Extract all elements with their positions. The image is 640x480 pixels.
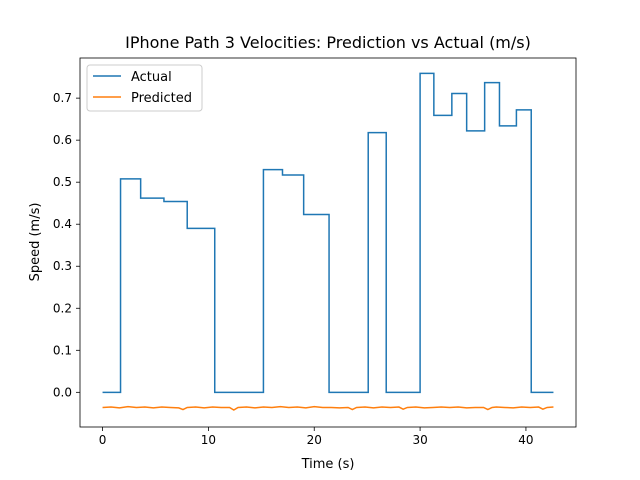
series-line-predicted <box>102 405 554 411</box>
y-tick-label: 0.3 <box>53 259 72 273</box>
x-tick-label: 30 <box>412 433 427 447</box>
y-tick-label: 0.5 <box>53 175 72 189</box>
y-tick-label: 0.6 <box>53 133 72 147</box>
legend: Actual Predicted <box>86 64 203 112</box>
series-line-actual <box>102 72 554 394</box>
axes-frame <box>79 57 577 428</box>
y-tick-label: 0.2 <box>53 301 72 315</box>
y-tick-label: 0.4 <box>53 217 72 231</box>
series-layer <box>102 72 554 411</box>
x-tick-label: 10 <box>201 433 216 447</box>
y-tick-label: 0.7 <box>53 91 72 105</box>
x-tick-label: 40 <box>518 433 533 447</box>
x-tick-label: 20 <box>307 433 322 447</box>
x-axis-label: Time (s) <box>301 457 355 472</box>
y-axis-ticks: 0.0 0.1 0.2 0.3 0.4 0.5 0.6 0.7 <box>53 91 80 399</box>
chart-title: IPhone Path 3 Velocities: Prediction vs … <box>125 33 531 52</box>
x-tick-label: 0 <box>99 433 107 447</box>
y-tick-label: 0.0 <box>53 385 72 399</box>
legend-label-actual: Actual <box>131 70 172 85</box>
y-axis-label: Speed (m/s) <box>28 203 43 282</box>
legend-label-predicted: Predicted <box>131 91 192 106</box>
x-axis-ticks: 0 10 20 30 40 <box>99 427 534 447</box>
y-tick-label: 0.1 <box>53 343 72 357</box>
